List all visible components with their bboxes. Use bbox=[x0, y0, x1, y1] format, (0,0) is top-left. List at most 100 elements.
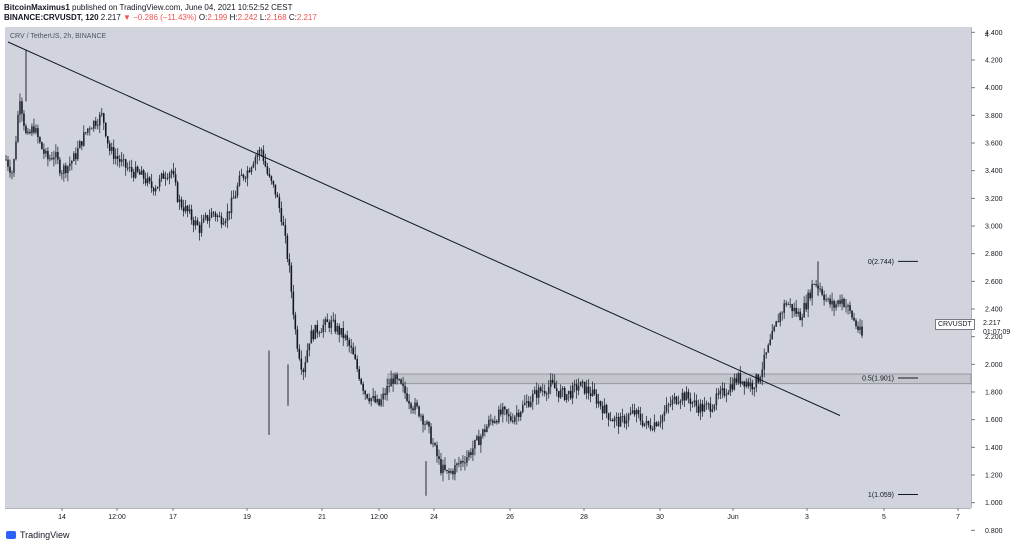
chart-plot-area[interactable] bbox=[5, 27, 971, 508]
candle-body bbox=[763, 354, 766, 370]
candle-body bbox=[252, 163, 255, 168]
candle-body bbox=[529, 401, 532, 407]
candle-body bbox=[531, 393, 534, 402]
candle-body bbox=[691, 402, 694, 404]
candle-body bbox=[59, 159, 61, 174]
candle-body bbox=[781, 312, 783, 314]
candle-body bbox=[154, 188, 157, 192]
candle-body bbox=[464, 462, 466, 464]
candle-body bbox=[815, 284, 817, 286]
candle-body bbox=[811, 284, 813, 299]
candle-body bbox=[743, 381, 746, 387]
candle-body bbox=[218, 215, 221, 217]
candle-body bbox=[134, 166, 137, 178]
candle-body bbox=[645, 420, 648, 424]
candle-body bbox=[202, 218, 205, 223]
candle-body bbox=[396, 374, 398, 380]
candle-body bbox=[825, 299, 827, 301]
candle-body bbox=[478, 436, 480, 446]
symbol-label: CRV / TetherUS, 2h, BINANCE bbox=[10, 33, 107, 40]
candle-body bbox=[344, 335, 347, 338]
tradingview-footer[interactable]: TradingView bbox=[6, 530, 70, 540]
price-axis[interactable] bbox=[971, 27, 1024, 508]
candle-body bbox=[438, 456, 440, 460]
x-tick-label: 5 bbox=[882, 514, 886, 521]
candle-body bbox=[138, 171, 141, 175]
candle-body bbox=[17, 114, 19, 142]
candle-body bbox=[71, 161, 73, 164]
candle-body bbox=[15, 141, 17, 160]
candle-body bbox=[422, 415, 424, 425]
candle-body bbox=[39, 137, 41, 143]
candle-body bbox=[843, 298, 845, 307]
candle-body bbox=[715, 393, 718, 406]
candle-body bbox=[799, 311, 801, 321]
close-value: 2.217 bbox=[296, 13, 317, 22]
candle-body bbox=[372, 395, 374, 399]
candle-body bbox=[545, 393, 548, 395]
candle-body bbox=[432, 443, 434, 445]
candle-body bbox=[406, 393, 408, 401]
candle-body bbox=[627, 414, 630, 421]
y-tick-label: 3.400 bbox=[985, 168, 1003, 175]
fib-level-label: 0(2.744) bbox=[868, 259, 894, 266]
candle-body bbox=[286, 235, 289, 260]
candle-body bbox=[482, 429, 484, 437]
candle-body bbox=[53, 157, 55, 160]
author-name[interactable]: BitcoinMaximus1 bbox=[4, 3, 70, 12]
candle-body bbox=[390, 378, 392, 387]
candle-body bbox=[356, 359, 358, 369]
candle-body bbox=[276, 194, 279, 198]
candle-body bbox=[617, 417, 620, 427]
price-tag-symbol: CRVUSDT bbox=[935, 319, 975, 330]
candle-body bbox=[11, 172, 13, 174]
candle-body bbox=[579, 381, 582, 387]
candle-body bbox=[791, 304, 793, 312]
candle-body bbox=[695, 400, 698, 407]
candle-body bbox=[196, 220, 199, 225]
candle-body bbox=[783, 303, 785, 313]
candle-body bbox=[436, 445, 438, 457]
candle-body bbox=[797, 311, 799, 314]
candle-body bbox=[490, 419, 492, 421]
candle-body bbox=[152, 188, 155, 192]
candle-body bbox=[765, 352, 768, 355]
candle-body bbox=[601, 406, 604, 414]
candle-body bbox=[657, 423, 660, 427]
candle-body bbox=[448, 470, 450, 473]
candle-body bbox=[310, 330, 313, 344]
candle-body bbox=[829, 298, 831, 305]
low-value: 2.168 bbox=[266, 13, 287, 22]
candle-body bbox=[488, 419, 490, 427]
candle-body bbox=[835, 304, 837, 308]
open-value: 2.199 bbox=[207, 13, 228, 22]
candle-body bbox=[194, 220, 197, 226]
candle-body bbox=[5, 159, 7, 161]
y-tick-label: 2.600 bbox=[985, 279, 1003, 286]
candle-body bbox=[126, 167, 129, 169]
time-axis[interactable] bbox=[5, 508, 971, 523]
candle-body bbox=[296, 329, 299, 349]
candle-body bbox=[65, 165, 67, 174]
candle-body bbox=[845, 306, 847, 308]
candle-body bbox=[118, 158, 121, 162]
candle-body bbox=[583, 381, 586, 394]
candle-body bbox=[226, 211, 229, 221]
candle-body bbox=[192, 219, 195, 226]
candle-body bbox=[37, 128, 39, 138]
x-tick-label: 28 bbox=[580, 514, 588, 521]
y-tick-label: 3.600 bbox=[985, 141, 1003, 148]
candle-body bbox=[160, 173, 163, 179]
candle-body bbox=[498, 409, 500, 423]
candle-body bbox=[100, 113, 103, 115]
candle-body bbox=[767, 344, 770, 353]
candle-body bbox=[855, 320, 857, 327]
footer-brand: TradingView bbox=[20, 530, 70, 540]
candle-body bbox=[631, 410, 634, 413]
candle-body bbox=[264, 160, 267, 167]
candle-body bbox=[683, 392, 686, 401]
candle-body bbox=[839, 300, 841, 304]
candle-body bbox=[581, 381, 584, 383]
candle-body bbox=[699, 403, 702, 413]
candle-body bbox=[771, 330, 774, 340]
